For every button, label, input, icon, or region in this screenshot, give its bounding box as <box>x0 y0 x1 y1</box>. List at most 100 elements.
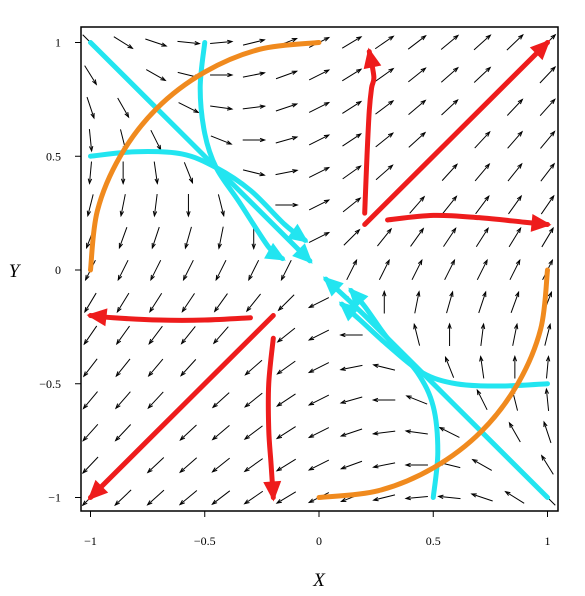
field-arrow <box>508 194 523 215</box>
field-arrow <box>346 258 358 281</box>
arrowhead <box>86 308 108 327</box>
field-arrow <box>506 33 524 51</box>
field-arrow <box>307 329 330 341</box>
field-arrow <box>150 129 162 152</box>
field-arrow <box>114 391 131 410</box>
arrowhead <box>529 39 551 61</box>
field-arrow <box>177 40 201 46</box>
field-arrow <box>308 134 331 146</box>
field-arrow <box>475 195 490 215</box>
field-arrow <box>437 494 461 500</box>
x-tick-label: 0 <box>316 534 322 548</box>
arrowhead <box>287 223 309 243</box>
field-arrow <box>117 97 130 119</box>
field-arrow <box>541 226 554 248</box>
field-arrow <box>210 105 234 111</box>
field-arrow <box>217 226 224 250</box>
field-arrow <box>242 38 266 46</box>
field-arrow <box>382 290 387 314</box>
y-axis-label: Y <box>9 261 22 282</box>
trajectory-outgoing-3 <box>385 212 552 232</box>
field-arrow <box>119 194 126 218</box>
field-arrow <box>182 259 194 282</box>
field-arrow <box>211 425 230 441</box>
field-arrow <box>307 427 330 439</box>
field-arrow <box>82 391 98 410</box>
field-arrow <box>342 133 363 147</box>
field-arrow <box>308 231 331 243</box>
field-arrow <box>507 162 523 182</box>
field-arrow <box>178 102 200 114</box>
field-arrow <box>404 462 428 468</box>
field-arrow <box>116 292 130 314</box>
field-arrow <box>84 292 97 314</box>
trajectory-outgoing-5 <box>263 335 282 502</box>
field-arrow <box>152 194 158 218</box>
x-tick-label: −1 <box>84 534 97 548</box>
field-arrow <box>118 226 128 250</box>
y-tick-label: 0.5 <box>46 149 61 163</box>
field-arrow <box>178 490 198 506</box>
field-arrow <box>307 459 330 471</box>
field-arrow <box>87 161 93 185</box>
field-arrow <box>120 161 126 185</box>
field-arrow <box>371 430 396 436</box>
field-arrow <box>86 96 95 120</box>
arrowhead <box>292 243 313 264</box>
field-arrow <box>409 195 426 214</box>
field-arrow <box>251 226 256 250</box>
field-arrow <box>372 363 396 371</box>
field-arrow <box>211 490 231 506</box>
trajectory-outgoing-6 <box>86 308 253 327</box>
field-arrow <box>343 228 361 246</box>
field-arrow <box>339 396 363 404</box>
arrowhead <box>87 479 109 501</box>
field-arrow <box>275 169 299 176</box>
y-tick-label: −1 <box>48 491 61 505</box>
field-arrow <box>82 358 98 378</box>
field-arrow <box>475 226 489 248</box>
field-arrow <box>342 68 363 82</box>
field-arrow <box>308 166 331 178</box>
arrowhead <box>338 301 360 322</box>
field-arrow <box>184 226 192 250</box>
field-arrow <box>339 428 363 437</box>
arrowhead <box>530 213 552 232</box>
field-arrow <box>149 292 163 314</box>
field-arrow <box>280 259 292 282</box>
trajectory-outgoing-4 <box>87 313 276 501</box>
field-arrow <box>339 364 363 371</box>
field-arrow <box>114 424 132 442</box>
field-arrow <box>540 194 555 215</box>
field-arrow <box>510 290 520 314</box>
field-arrow <box>307 362 330 374</box>
field-arrow <box>114 489 132 507</box>
field-arrow <box>150 259 162 282</box>
field-arrow <box>375 100 395 115</box>
field-arrow <box>275 70 299 80</box>
field-arrow <box>476 258 488 281</box>
arrowhead <box>348 287 369 309</box>
trajectory-outgoing-2 <box>362 47 382 216</box>
field-arrow <box>504 490 525 504</box>
field-arrow <box>181 293 195 313</box>
field-arrow <box>113 36 134 50</box>
field-arrow <box>404 429 428 435</box>
field-arrow <box>117 259 129 282</box>
field-arrow <box>211 457 230 473</box>
field-arrow <box>342 100 363 114</box>
field-arrow <box>341 36 363 49</box>
field-arrow <box>378 258 390 281</box>
field-arrow <box>473 66 492 83</box>
field-arrow <box>242 169 266 177</box>
field-arrow <box>210 39 234 45</box>
field-arrow <box>539 65 557 84</box>
field-arrow <box>243 458 263 473</box>
field-arrow <box>408 67 427 83</box>
field-arrow <box>307 394 330 406</box>
field-arrow <box>217 194 225 218</box>
field-arrow <box>404 495 428 501</box>
field-arrow <box>543 420 552 444</box>
field-arrow <box>147 358 164 378</box>
field-arrow <box>244 359 263 376</box>
